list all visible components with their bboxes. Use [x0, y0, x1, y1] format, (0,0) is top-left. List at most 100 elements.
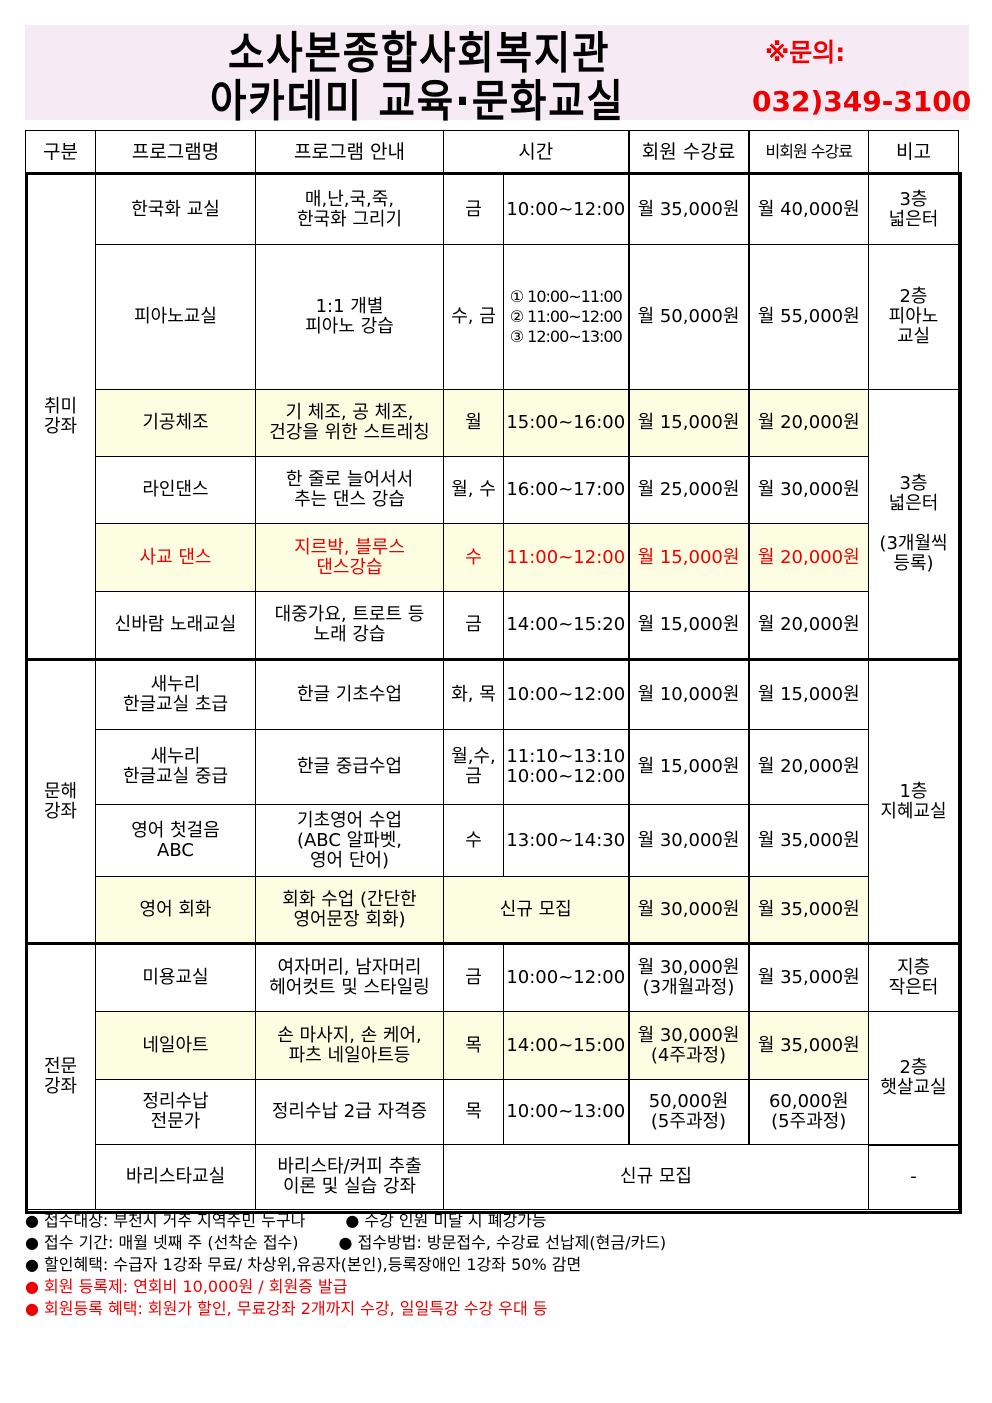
- member-fee: 월 15,000원: [627, 523, 750, 592]
- table-row: 취미 강좌 한국화 교실 매,난,국,죽, 한국화 그리기 금 10:00~12:00 월…: [25, 172, 959, 660]
- nonmember-fee: 월 55,000원: [748, 244, 869, 390]
- time-cell: 11:00~12:00: [503, 523, 629, 592]
- program-name: 바리스타교실: [95, 1144, 256, 1210]
- program-info: 한글 중급수업: [255, 729, 444, 805]
- member-fee: 월 30,000원: [627, 804, 750, 877]
- nonmember-fee: 월 40,000원: [748, 172, 869, 245]
- nonmember-fee: 월 20,000원: [748, 591, 869, 660]
- table-row: 신바람 노래교실 대중가요, 트로트 등 노래 강습 금 14:00~15:20 월 1…: [26, 591, 959, 660]
- table-row: 새누리 한글교실 중급 한글 중급수업 월,수, 금 11:10~13:10 10:0…: [26, 729, 959, 805]
- program-info: 1:1 개별 피아노 강습: [255, 244, 444, 390]
- nonmember-fee: 월 20,000원: [748, 523, 869, 592]
- header-program-name: 프로그램명: [95, 130, 256, 174]
- member-fee: 월 25,000원: [627, 456, 750, 524]
- header-nonmember-fee: 비회원 수강료: [748, 130, 869, 174]
- location-note: -: [868, 1143, 959, 1210]
- day-cell: 수, 금: [443, 244, 504, 390]
- program-info: 한글 기초수업: [255, 658, 444, 730]
- nonmember-fee: 월 35,000원: [748, 876, 869, 944]
- note-line: ● 접수 기간: 매월 넷째 주 (선착순 접수) ● 접수방법: 방문접수, 수…: [25, 1232, 666, 1254]
- program-name: 새누리 한글교실 초급: [95, 658, 256, 730]
- table-row: 바리스타교실 바리스타/커피 추출 이론 및 실습 강좌 신규 모집 -: [26, 1143, 959, 1210]
- recruiting-cell: 신규 모집: [443, 876, 629, 944]
- program-name: 한국화 교실: [95, 172, 256, 245]
- day-cell: 금: [443, 172, 504, 245]
- program-info: 정리수납 2급 자격증: [255, 1079, 444, 1145]
- time-cell: 16:00~17:00: [503, 456, 629, 524]
- member-fee: 월 30,000원 (4주과정): [627, 1011, 750, 1080]
- location-note: 2층 피아노 교실: [868, 244, 959, 390]
- program-info: 바리스타/커피 추출 이론 및 실습 강좌: [255, 1144, 444, 1210]
- table-row: 정리수납 전문가 정리수납 2급 자격증 목 10:00~13:00 50,000원 (…: [26, 1079, 959, 1145]
- location-note: 지층 작은터: [868, 942, 959, 1012]
- day-cell: 목: [443, 1079, 504, 1145]
- member-fee: 월 15,000원: [627, 389, 750, 457]
- table-row: 영어 회화 회화 수업 (간단한 영어문장 회화) 신규 모집 월 30,000원 월 …: [26, 876, 959, 944]
- location-note: 3층 넓은터: [868, 172, 959, 245]
- program-name: 영어 첫걸음 ABC: [95, 804, 256, 877]
- program-info: 회화 수업 (간단한 영어문장 회화): [255, 876, 444, 944]
- nonmember-fee: 월 30,000원: [748, 456, 869, 524]
- phone-number: 032)349-3100: [752, 85, 972, 118]
- table-row: 네일아트 손 마사지, 손 케어, 파츠 네일아트등 목 14:00~15:00 월 3…: [26, 1011, 959, 1145]
- program-info: 기 체조, 공 체조, 건강을 위한 스트레칭: [255, 389, 444, 457]
- table-row: 영어 첫걸음 ABC 기초영어 수업 (ABC 알파벳, 영어 단어) 수 13:00…: [26, 804, 959, 877]
- day-cell: 수: [443, 804, 504, 877]
- note-membership: ● 회원 등록제: 연회비 10,000원 / 회원증 발급: [25, 1277, 348, 1296]
- nonmember-fee: 월 20,000원: [748, 729, 869, 805]
- note-discount: ● 할인혜택: 수급자 1강좌 무료/ 차상위,유공자(본인),등록장애인 1강…: [25, 1255, 582, 1274]
- time-cell: 13:00~14:30: [503, 804, 629, 877]
- member-fee: 월 35,000원: [627, 172, 750, 245]
- location-note: 1층 지혜교실: [868, 658, 959, 944]
- table-row: 기공체조 기 체조, 공 체조, 건강을 위한 스트레칭 월 15:00~16:00 월…: [26, 389, 959, 660]
- time-cell: 14:00~15:20: [503, 591, 629, 660]
- program-table: 구분 프로그램명 프로그램 안내 시간 회원 수강료 비회원 수강료 비고 취미…: [25, 130, 959, 1210]
- day-cell: 월, 수: [443, 456, 504, 524]
- time-cell: 10:00~12:00: [503, 172, 629, 245]
- day-cell: 목: [443, 1011, 504, 1080]
- note-period: ● 접수 기간: 매월 넷째 주 (선착순 접수): [25, 1233, 299, 1252]
- day-cell: 화, 목: [443, 658, 504, 730]
- note-method: ● 접수방법: 방문접수, 수강료 선납제(현금/카드): [338, 1233, 667, 1252]
- program-info: 매,난,국,죽, 한국화 그리기: [255, 172, 444, 245]
- program-name: 사교 댄스: [95, 523, 256, 592]
- category-cell: 취미 강좌: [25, 172, 96, 660]
- member-fee: 월 15,000원: [627, 729, 750, 805]
- header-category: 구분: [25, 130, 96, 174]
- day-cell: 수: [443, 523, 504, 592]
- time-cell: 15:00~16:00: [503, 389, 629, 457]
- location-note: 2층 햇살교실: [868, 1011, 959, 1145]
- nonmember-fee: 월 35,000원: [748, 1011, 869, 1080]
- table-row: 전문 강좌 미용교실 여자머리, 남자머리 헤어컷트 및 스타일링 금 10:00~12…: [25, 942, 959, 1210]
- nonmember-fee: 60,000원 (5주과정): [748, 1079, 869, 1145]
- program-info: 기초영어 수업 (ABC 알파벳, 영어 단어): [255, 804, 444, 877]
- category-cell: 전문 강좌: [25, 942, 96, 1210]
- header-program-info: 프로그램 안내: [255, 130, 444, 174]
- category-cell: 문해 강좌: [25, 658, 96, 944]
- notes-section: ● 접수대상: 부천시 거주 지역주민 누구나 ● 수강 인원 미달 시 폐강가능…: [25, 1210, 666, 1320]
- time-cell: 10:00~12:00: [503, 658, 629, 730]
- table-row: 문해 강좌 새누리 한글교실 초급 한글 기초수업 화, 목 10:00~12:00 월 …: [25, 658, 959, 944]
- program-info: 대중가요, 트로트 등 노래 강습: [255, 591, 444, 660]
- time-cell: 11:10~13:10 10:00~12:00: [503, 729, 629, 805]
- program-info: 여자머리, 남자머리 헤어컷트 및 스타일링: [255, 942, 444, 1012]
- program-name: 네일아트: [95, 1011, 256, 1080]
- program-info: 지르박, 블루스 댄스강습: [255, 523, 444, 592]
- note-member-benefits: ● 회원등록 혜택: 회원가 할인, 무료강좌 2개까지 수강, 일일특강 수강…: [25, 1299, 548, 1318]
- header-notes: 비고: [868, 130, 959, 174]
- header-member-fee: 회원 수강료: [627, 130, 750, 174]
- program-name: 기공체조: [95, 389, 256, 457]
- time-cell: 10:00~13:00: [503, 1079, 629, 1145]
- program-name: 정리수납 전문가: [95, 1079, 256, 1145]
- header-time: 시간: [443, 130, 629, 174]
- recruiting-cell: 신규 모집: [443, 1144, 869, 1210]
- day-cell: 금: [443, 591, 504, 660]
- time-cell: 10:00~12:00: [503, 942, 629, 1012]
- member-fee: 월 10,000원: [627, 658, 750, 730]
- program-name: 새누리 한글교실 중급: [95, 729, 256, 805]
- header-row: 구분 프로그램명 프로그램 안내 시간 회원 수강료 비회원 수강료 비고: [25, 130, 959, 174]
- center-name: 소사본종합사회복지관: [228, 28, 611, 79]
- note-line: ● 접수대상: 부천시 거주 지역주민 누구나 ● 수강 인원 미달 시 폐강가능: [25, 1210, 666, 1232]
- day-cell: 월,수, 금: [443, 729, 504, 805]
